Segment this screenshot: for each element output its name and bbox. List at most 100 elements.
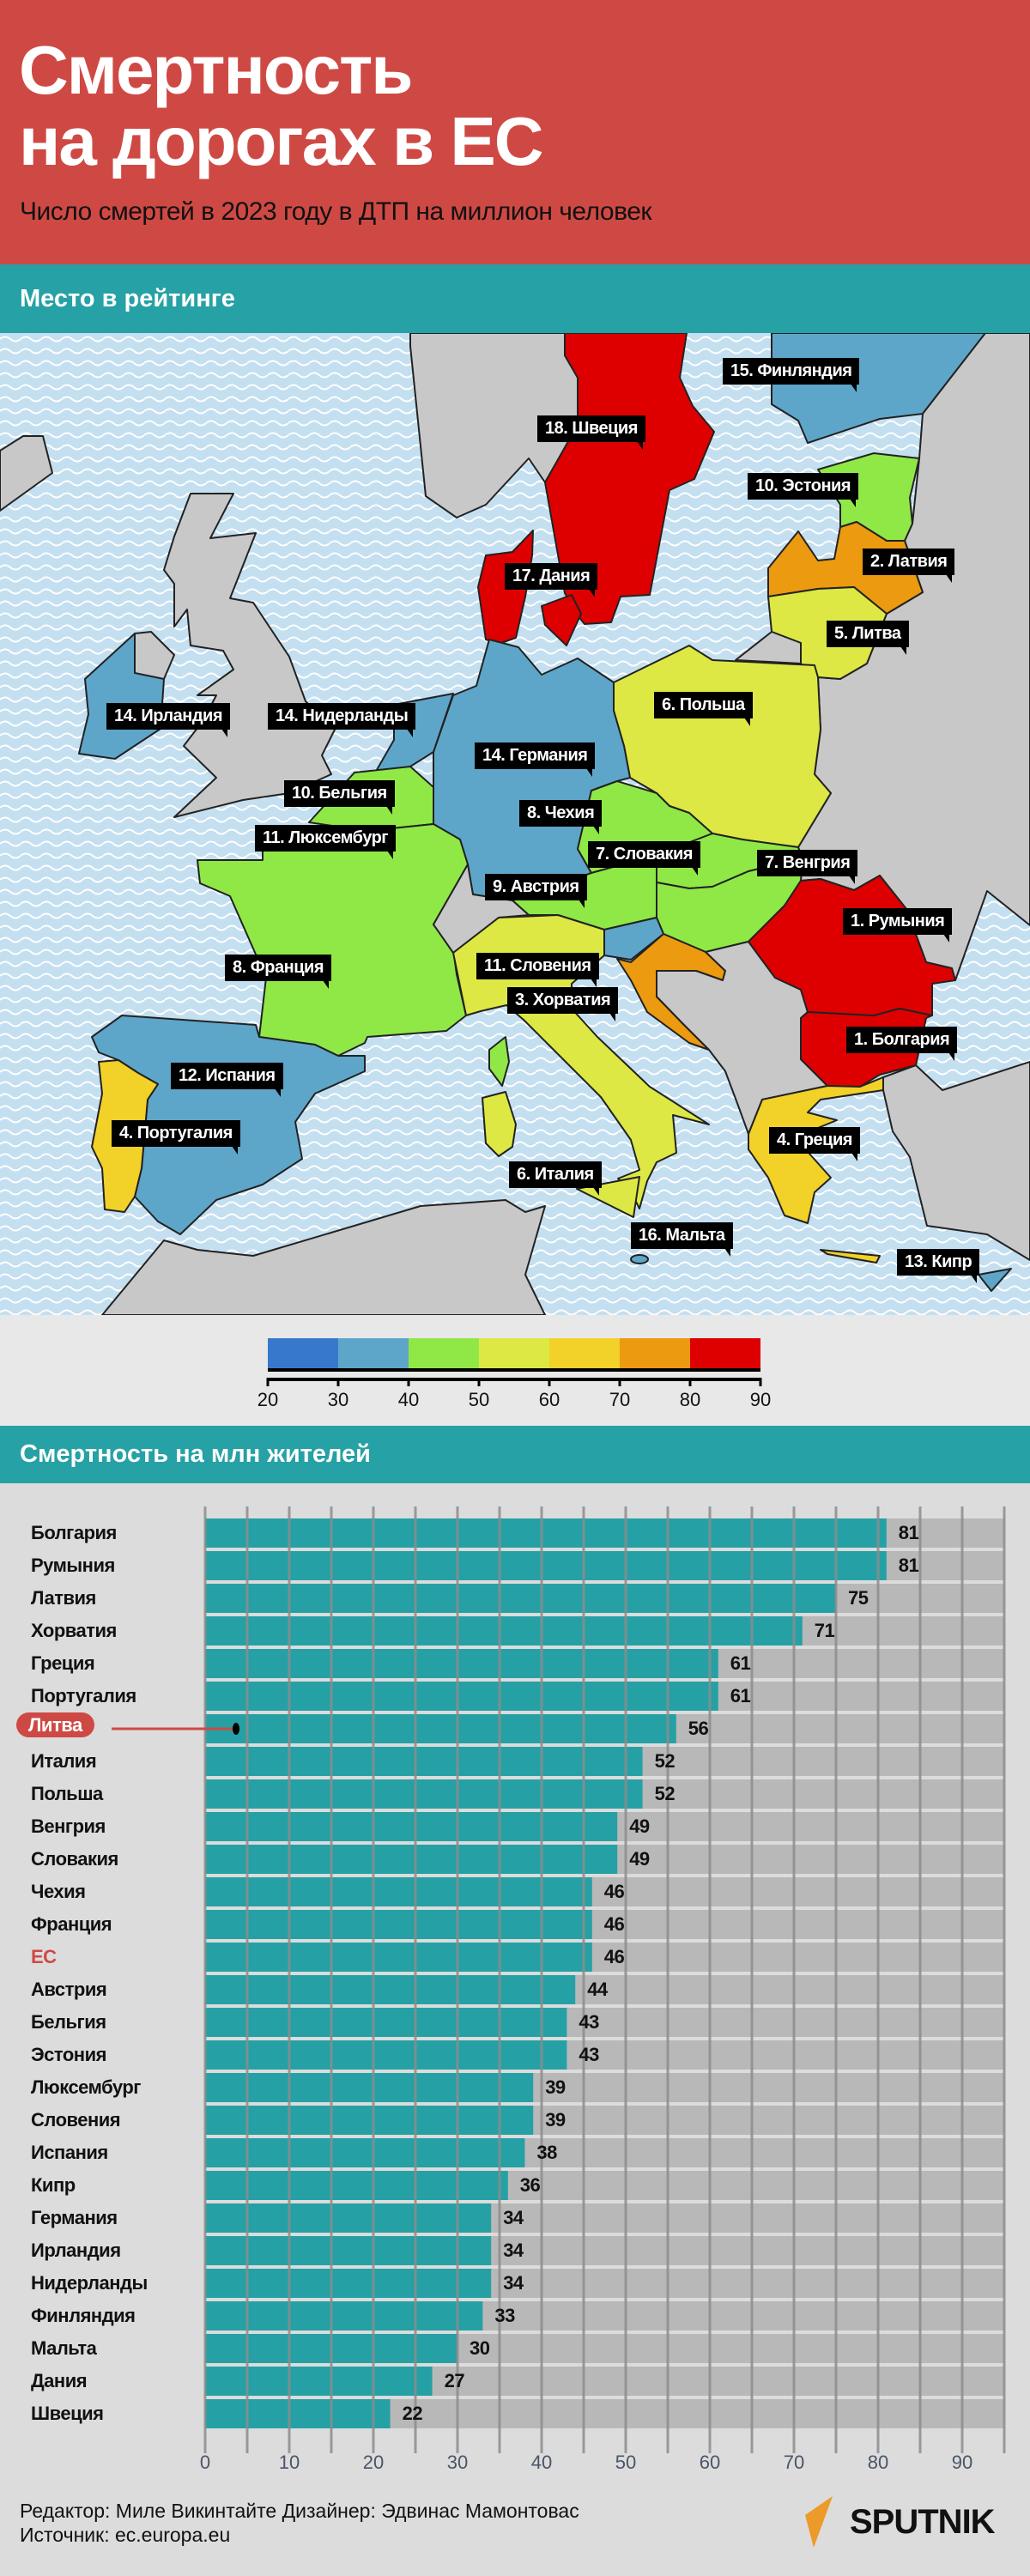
x-tick-label: 0 <box>199 2452 211 2473</box>
bar-category-label: Испания <box>31 2142 108 2163</box>
denmark-zealand-shape <box>541 594 582 646</box>
bar-category-label: Финляндия <box>31 2305 136 2326</box>
bar-20 <box>205 2138 525 2167</box>
legend-swatch <box>549 1338 620 1368</box>
gridline <box>582 1506 585 2453</box>
legend-tick <box>266 1378 270 1386</box>
gridline <box>203 1506 207 2453</box>
map-label-cyprus: 13. Кипр <box>897 1249 980 1283</box>
bar-value-label: 30 <box>470 2337 490 2359</box>
header: Смертность на дорогах в ЕС Число смертей… <box>0 0 1030 264</box>
legend-tick-label: 80 <box>679 1389 701 1410</box>
bar-value-label: 38 <box>536 2142 557 2163</box>
bar-value-label: 75 <box>848 1587 869 1609</box>
map-label-romania: 1. Румыния <box>843 908 953 943</box>
sputnik-logo: SPUTNIK <box>805 2496 1020 2548</box>
map-label-latvia: 2. Латвия <box>863 549 955 583</box>
bar-value-label: 43 <box>579 2044 599 2065</box>
map-label-poland: 6. Польша <box>654 692 753 726</box>
map-label-greece: 4. Греция <box>769 1127 860 1161</box>
legend-swatch <box>409 1338 479 1368</box>
map-section-title: Место в рейтинге <box>0 264 1030 333</box>
x-tick-label: 60 <box>699 2452 721 2473</box>
gridline <box>498 1506 501 2453</box>
bar-9 <box>205 1779 643 1809</box>
bar-chart-svg <box>112 1506 1006 2453</box>
bar-12 <box>205 1877 592 1906</box>
bar-category-label: Словакия <box>31 1848 118 1870</box>
map-label-czechia: 8. Чехия <box>519 800 603 834</box>
bar-category-label: Хорватия <box>31 1620 117 1641</box>
bar-category-label: Греция <box>31 1652 95 1674</box>
legend-underline <box>268 1368 760 1372</box>
bar-1 <box>205 1518 887 1548</box>
bar-value-label: 49 <box>629 1848 650 1870</box>
map-label-belgium: 10. Бельгия <box>284 780 395 815</box>
map-label-france: 8. Франция <box>225 955 331 989</box>
bar-category-label: Эстония <box>31 2044 106 2065</box>
bar-category-label: Франция <box>31 1913 112 1935</box>
legend-tick-label: 60 <box>538 1389 560 1410</box>
bar-7 <box>205 1714 676 1743</box>
bar-category-label: Польша <box>31 1783 103 1804</box>
crete-shape <box>820 1249 881 1264</box>
color-legend <box>0 1315 1030 1426</box>
legend-tick <box>407 1378 410 1386</box>
legend-tick <box>477 1378 481 1386</box>
bar-category-label: Румыния <box>31 1555 115 1576</box>
gridline <box>708 1506 712 2453</box>
map-label-italy: 6. Италия <box>509 1161 602 1196</box>
map-label-luxembourg: 11. Люксембург <box>255 825 397 859</box>
sardinia-shape <box>482 1091 517 1157</box>
source: Источник: ec.europa.eu <box>20 2524 231 2546</box>
legend-tick-label: 50 <box>468 1389 490 1410</box>
slovenia-shape <box>603 917 664 961</box>
gridline <box>834 1506 838 2453</box>
africa-shape <box>101 1199 546 1315</box>
bar-13 <box>205 1910 592 1939</box>
legend-axis <box>268 1378 760 1381</box>
chart-section-title: Смертность на млн жителей <box>0 1426 1030 1483</box>
credits: Редактор: Миле Викинтайте Дизайнер: Эдви… <box>20 2500 579 2522</box>
map-label-germany: 14. Германия <box>475 742 596 777</box>
bar-8 <box>205 1747 643 1776</box>
x-tick-label: 90 <box>951 2452 973 2473</box>
bar-category-label: Словения <box>31 2109 121 2131</box>
northern-ireland-shape <box>134 631 175 680</box>
gridline <box>414 1506 417 2453</box>
bar-category-label: Италия <box>31 1750 97 1772</box>
map-label-hungary: 7. Венгрия <box>757 850 858 884</box>
bar-value-label: 71 <box>814 1620 835 1641</box>
map-label-sweden: 18. Швеция <box>537 415 645 450</box>
highlight-dot <box>233 1723 239 1735</box>
bar-category-label: Швеция <box>31 2403 104 2424</box>
bar-6 <box>205 1682 718 1711</box>
map-label-portugal: 4. Португалия <box>112 1120 240 1155</box>
legend-tick <box>548 1378 551 1386</box>
bar-value-label: 52 <box>654 1750 676 1772</box>
bar-28 <box>205 2399 391 2428</box>
map-label-croatia: 3. Хорватия <box>507 987 619 1021</box>
bar-16 <box>205 2008 567 2037</box>
bar-value-label: 61 <box>730 1685 751 1706</box>
legend-tick <box>759 1378 762 1386</box>
bar-value-label: 39 <box>545 2109 566 2131</box>
bar-24 <box>205 2269 492 2298</box>
bar-value-label: 43 <box>579 2011 599 2033</box>
bar-category-label: Германия <box>31 2207 118 2228</box>
title-line-1: Смертность <box>19 32 413 108</box>
gridline <box>245 1506 249 2453</box>
highlight-connector-line <box>112 1727 233 1730</box>
bar-category-label: Люксембург <box>31 2076 141 2098</box>
subtitle: Число смертей в 2023 году в ДТП на милли… <box>20 197 652 226</box>
bar-value-label: 34 <box>503 2272 524 2294</box>
bar-18 <box>205 2073 534 2102</box>
bar-2 <box>205 1551 887 1580</box>
map-label-slovakia: 7. Словакия <box>588 841 700 876</box>
bar-value-label: 44 <box>587 1979 608 2000</box>
bar-15 <box>205 1975 576 2004</box>
legend-tick <box>336 1378 340 1386</box>
map-label-malta: 16. Мальта <box>631 1222 733 1257</box>
bar-value-label: 49 <box>629 1815 650 1837</box>
bar-value-label: 52 <box>654 1783 676 1804</box>
